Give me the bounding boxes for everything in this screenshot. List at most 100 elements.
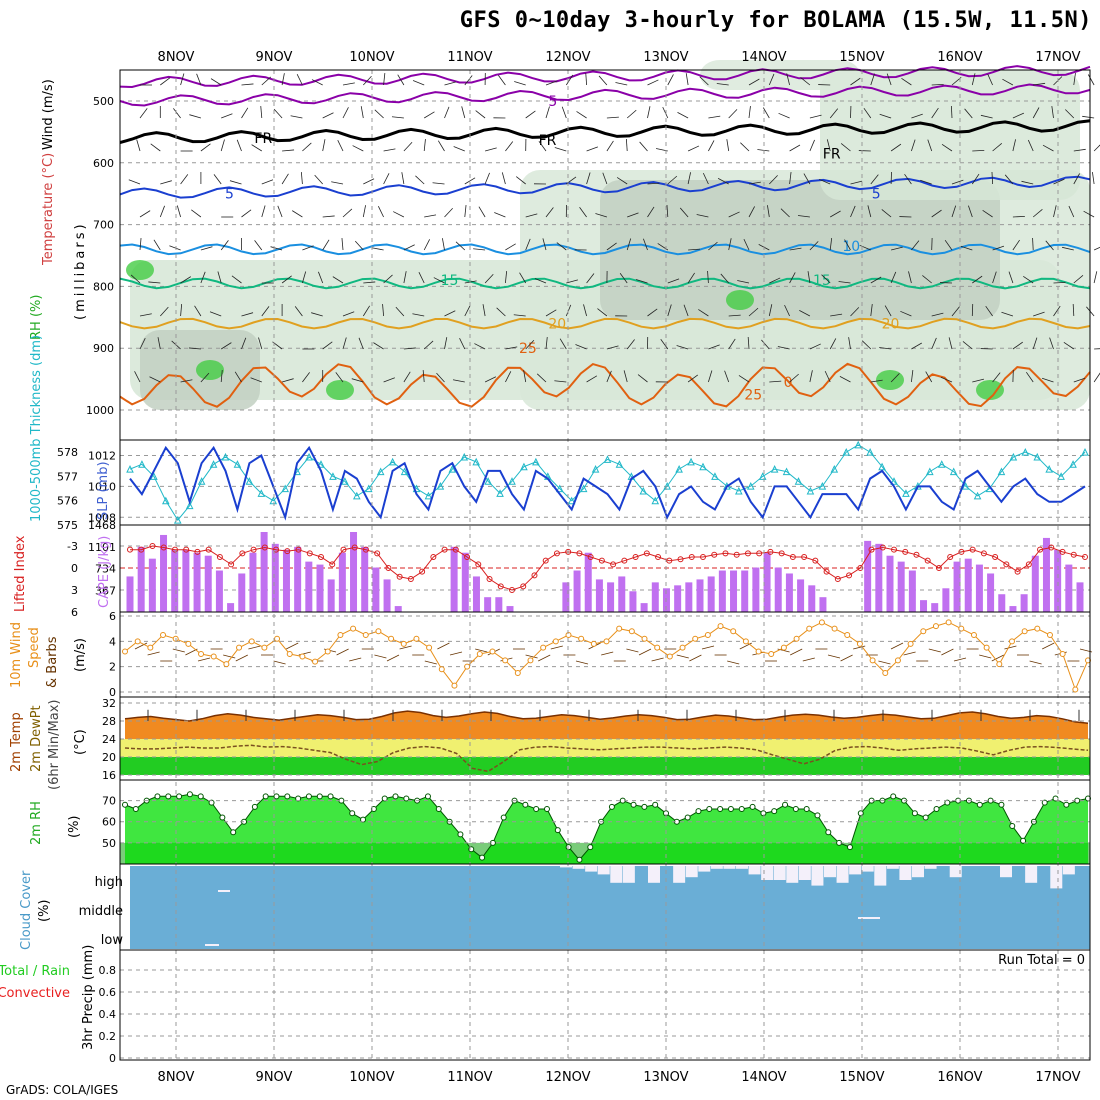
rh2m-point <box>706 806 713 813</box>
rh2m-point <box>457 831 464 838</box>
wind-barb <box>464 305 471 317</box>
wind-barb <box>708 370 713 383</box>
wind-barb <box>498 75 506 86</box>
cloud-high-gap <box>786 866 799 883</box>
wind-barb <box>931 312 944 317</box>
wind-barb <box>688 248 701 251</box>
thickness-tick-576: 576 <box>57 495 78 508</box>
rh2m-point <box>273 793 280 800</box>
thickness-line <box>129 444 1086 521</box>
thickness-point <box>138 460 146 468</box>
rh2m-point <box>717 806 724 813</box>
date-top-13NOV: 13NOV <box>643 50 688 65</box>
wind-barb <box>948 337 953 350</box>
wind-barb <box>747 337 750 350</box>
wind-barb <box>322 341 333 350</box>
wind10-point <box>464 663 471 670</box>
wind-barb <box>829 338 837 350</box>
thickness-point <box>651 496 660 505</box>
thickness-point <box>508 477 516 485</box>
wind-barb <box>789 172 792 185</box>
rh2m-point <box>695 808 702 815</box>
ylabel-dewpt: 2m DewPt <box>29 705 44 772</box>
wind-barb <box>442 238 445 251</box>
wind-barb <box>586 273 595 284</box>
wind-barb <box>281 73 285 86</box>
cape-bar <box>718 570 726 612</box>
wind10-point <box>945 619 952 626</box>
rh2m-point <box>554 827 561 834</box>
wind-barb <box>901 77 912 86</box>
wind10-point <box>907 640 914 647</box>
wind-barb <box>1068 205 1075 218</box>
li-point <box>980 550 987 557</box>
wind-barb <box>784 304 790 317</box>
wind-barb <box>708 241 718 251</box>
cape-tick-1101: 1101 <box>88 541 116 554</box>
ylabel-wind10: 10m Wind <box>9 622 24 688</box>
wind-barb <box>626 238 632 251</box>
thickness-point <box>567 496 576 505</box>
wind-barb <box>473 248 486 251</box>
cape-bar <box>1065 564 1073 612</box>
wind-barb <box>679 207 689 218</box>
li-point <box>216 554 223 560</box>
li-point <box>857 565 864 571</box>
wind-barb <box>951 205 957 218</box>
cloud-high-gap <box>836 866 849 883</box>
cape-bar <box>1076 582 1084 612</box>
cloud-high-gap <box>1025 866 1038 883</box>
temp-fill <box>125 711 1088 739</box>
wind10-barb <box>903 651 916 656</box>
wind-barb <box>173 108 181 119</box>
wind10-point <box>134 638 141 645</box>
ylabel-cape: CAPE (J/kg) <box>97 536 112 608</box>
li-point <box>475 561 482 568</box>
cape-tick-1468: 1468 <box>88 519 116 532</box>
temp-tick-28: 28 <box>102 715 116 728</box>
slp-tick-1010: 1010 <box>88 480 116 493</box>
rh-green-0 <box>196 360 224 380</box>
ylabel-thickness: 1000-500mb Thickness (dm) <box>29 335 44 522</box>
thickness-point <box>150 472 158 480</box>
rh2m-point <box>305 793 312 800</box>
wind-barb <box>870 379 883 383</box>
wind10-point <box>616 625 623 632</box>
wind10-barb <box>386 654 400 662</box>
wind10-barb <box>437 642 450 650</box>
wind-barb <box>635 279 648 284</box>
cape-bar <box>204 555 212 612</box>
wind-barb <box>354 240 364 251</box>
cape-tick-367: 367 <box>95 584 116 597</box>
cloud-low-gap <box>205 944 219 946</box>
thickness-point <box>1057 472 1065 480</box>
wind-barb <box>922 275 932 284</box>
wind-barb <box>484 147 497 152</box>
wind-barb <box>1092 172 1095 185</box>
li-tick-0: 0 <box>71 562 78 575</box>
li-point <box>744 550 751 557</box>
slp-panel <box>119 439 1091 526</box>
wind-barb <box>374 109 384 119</box>
wind-barb <box>134 371 141 383</box>
wind-barb <box>931 83 944 86</box>
wind-barb <box>383 73 386 86</box>
precip-run-total: Run Total = 0 <box>998 953 1085 968</box>
wind-barb <box>273 108 283 119</box>
wind-barb <box>464 177 476 185</box>
wind-barb <box>1012 215 1025 218</box>
wind-barb <box>362 205 366 218</box>
cloud-high-gap <box>798 866 811 880</box>
rh2m-point <box>176 793 183 800</box>
li-point <box>374 550 381 557</box>
precip-tick-0.8: 0.8 <box>99 964 117 977</box>
wind10-point <box>362 632 369 638</box>
wind10-point <box>996 661 1003 668</box>
cloud-fill <box>130 866 1090 949</box>
wind-barb <box>360 106 364 119</box>
precip-tick-0.4: 0.4 <box>99 1008 117 1021</box>
wind-barb <box>647 79 659 86</box>
wind-barb <box>363 281 376 284</box>
wind-barb <box>951 179 964 185</box>
li-point <box>520 583 527 590</box>
